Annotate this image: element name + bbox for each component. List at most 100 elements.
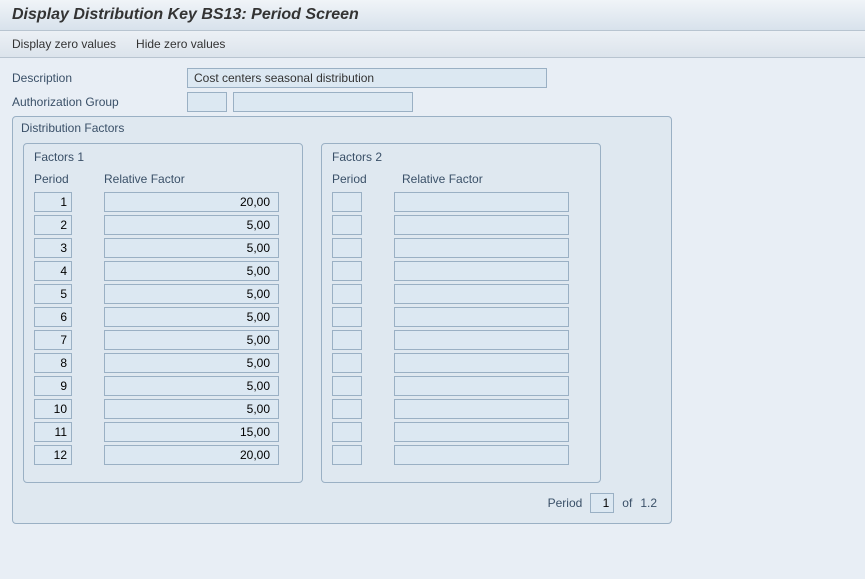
- period-cell[interactable]: [332, 238, 362, 258]
- factor-cell[interactable]: [394, 445, 569, 465]
- table-row: [332, 261, 590, 281]
- page-title: Display Distribution Key BS13: Period Sc…: [12, 6, 853, 24]
- factors-1-rows: [34, 192, 292, 465]
- table-row: [34, 307, 292, 327]
- period-cell[interactable]: [34, 307, 72, 327]
- period-header-1: Period: [34, 172, 104, 186]
- content-area: Description Authorization Group Distribu…: [0, 58, 865, 534]
- pager-of-label: of: [622, 496, 632, 510]
- auth-group-large-input[interactable]: [233, 92, 413, 112]
- period-cell[interactable]: [332, 261, 362, 281]
- period-cell[interactable]: [332, 399, 362, 419]
- factors-2-rows: [332, 192, 590, 465]
- auth-group-small-input[interactable]: [187, 92, 227, 112]
- table-row: [34, 238, 292, 258]
- table-row: [34, 215, 292, 235]
- table-row: [332, 284, 590, 304]
- pager-current-input[interactable]: [590, 493, 614, 513]
- factor-cell[interactable]: [104, 284, 279, 304]
- period-cell[interactable]: [332, 353, 362, 373]
- description-row: Description: [12, 68, 853, 88]
- factors-2-header: Period Relative Factor: [332, 172, 590, 186]
- table-row: [332, 330, 590, 350]
- factor-cell[interactable]: [104, 215, 279, 235]
- table-row: [332, 238, 590, 258]
- factor-header-2: Relative Factor: [402, 172, 483, 186]
- factor-cell[interactable]: [104, 330, 279, 350]
- period-cell[interactable]: [34, 376, 72, 396]
- table-row: [332, 307, 590, 327]
- factors-2-title: Factors 2: [332, 150, 590, 164]
- factor-cell[interactable]: [104, 445, 279, 465]
- period-cell[interactable]: [34, 261, 72, 281]
- factor-cell[interactable]: [104, 238, 279, 258]
- period-cell[interactable]: [332, 215, 362, 235]
- table-row: [34, 192, 292, 212]
- table-row: [332, 445, 590, 465]
- factor-cell[interactable]: [394, 353, 569, 373]
- factor-header-1: Relative Factor: [104, 172, 185, 186]
- hide-zero-button[interactable]: Hide zero values: [136, 37, 225, 51]
- period-cell[interactable]: [332, 284, 362, 304]
- factor-cell[interactable]: [394, 307, 569, 327]
- table-row: [332, 353, 590, 373]
- period-cell[interactable]: [332, 330, 362, 350]
- distribution-factors-title: Distribution Factors: [13, 117, 671, 139]
- period-cell[interactable]: [34, 238, 72, 258]
- period-cell[interactable]: [332, 445, 362, 465]
- period-cell[interactable]: [34, 330, 72, 350]
- period-cell[interactable]: [34, 215, 72, 235]
- pager-total: 1.2: [640, 496, 657, 510]
- factor-cell[interactable]: [394, 330, 569, 350]
- factor-cell[interactable]: [394, 261, 569, 281]
- factor-cell[interactable]: [394, 215, 569, 235]
- table-row: [332, 399, 590, 419]
- factor-cell[interactable]: [394, 192, 569, 212]
- auth-group-label: Authorization Group: [12, 95, 187, 109]
- period-cell[interactable]: [332, 192, 362, 212]
- factor-cell[interactable]: [104, 307, 279, 327]
- factor-cell[interactable]: [394, 284, 569, 304]
- table-row: [34, 422, 292, 442]
- table-row: [332, 192, 590, 212]
- factors-2-box: Factors 2 Period Relative Factor: [321, 143, 601, 483]
- factors-1-header: Period Relative Factor: [34, 172, 292, 186]
- factors-1-title: Factors 1: [34, 150, 292, 164]
- period-cell[interactable]: [332, 307, 362, 327]
- factor-cell[interactable]: [394, 422, 569, 442]
- factor-cell[interactable]: [104, 422, 279, 442]
- toolbar: Display zero values Hide zero values: [0, 31, 865, 58]
- pager: Period of 1.2: [13, 483, 671, 513]
- period-cell[interactable]: [34, 422, 72, 442]
- factor-cell[interactable]: [104, 261, 279, 281]
- distribution-factors-group: Distribution Factors Factors 1 Period Re…: [12, 116, 672, 524]
- factor-cell[interactable]: [104, 353, 279, 373]
- header-bar: Display Distribution Key BS13: Period Sc…: [0, 0, 865, 31]
- period-cell[interactable]: [34, 192, 72, 212]
- table-row: [34, 376, 292, 396]
- period-cell[interactable]: [34, 284, 72, 304]
- table-row: [332, 422, 590, 442]
- period-cell[interactable]: [332, 376, 362, 396]
- description-label: Description: [12, 71, 187, 85]
- period-cell[interactable]: [34, 445, 72, 465]
- table-row: [34, 261, 292, 281]
- description-input[interactable]: [187, 68, 547, 88]
- factor-cell[interactable]: [394, 399, 569, 419]
- factor-cell[interactable]: [104, 192, 279, 212]
- table-row: [34, 445, 292, 465]
- display-zero-button[interactable]: Display zero values: [12, 37, 116, 51]
- table-row: [34, 399, 292, 419]
- factors-container: Factors 1 Period Relative Factor Factors…: [13, 139, 671, 483]
- table-row: [34, 330, 292, 350]
- table-row: [332, 376, 590, 396]
- factor-cell[interactable]: [104, 376, 279, 396]
- period-cell[interactable]: [332, 422, 362, 442]
- period-cell[interactable]: [34, 353, 72, 373]
- factor-cell[interactable]: [394, 238, 569, 258]
- period-cell[interactable]: [34, 399, 72, 419]
- table-row: [34, 284, 292, 304]
- factor-cell[interactable]: [394, 376, 569, 396]
- period-header-2: Period: [332, 172, 402, 186]
- factor-cell[interactable]: [104, 399, 279, 419]
